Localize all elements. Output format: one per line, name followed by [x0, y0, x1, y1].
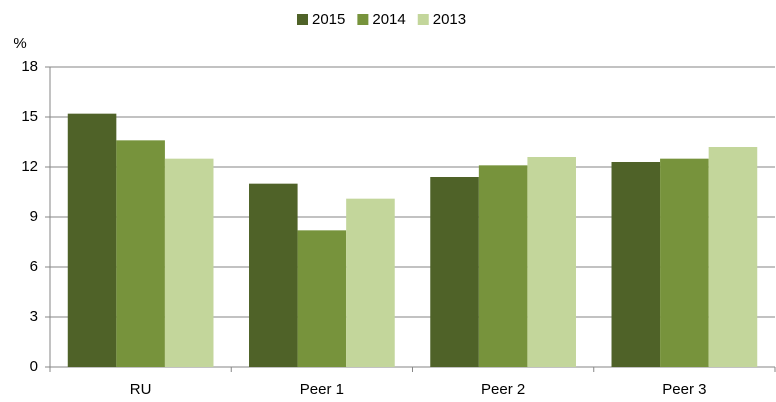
y-tick-label: 18: [21, 58, 38, 75]
bar: [116, 140, 165, 367]
x-tick-label: Peer 1: [300, 381, 344, 398]
bar: [164, 158, 214, 367]
bar: [67, 113, 117, 368]
bar: [611, 162, 661, 367]
y-tick-label: 0: [30, 358, 38, 375]
legend-swatch: [417, 14, 429, 25]
y-tick-label: 3: [30, 308, 38, 325]
y-tick-label: 9: [30, 208, 38, 225]
bar: [297, 230, 347, 367]
legend-label: 2013: [433, 11, 466, 28]
x-tick-label: Peer 3: [662, 381, 706, 398]
bar: [478, 165, 528, 367]
bar: [430, 177, 479, 367]
bar: [660, 158, 709, 367]
y-tick-label: 15: [21, 108, 38, 125]
legend-swatch: [357, 14, 369, 25]
bar: [249, 183, 298, 367]
legend-swatch: [297, 14, 308, 25]
bar: [346, 198, 395, 367]
y-axis-label: %: [13, 35, 26, 52]
y-tick-label: 12: [21, 158, 38, 175]
bar: [708, 147, 758, 367]
y-tick-label: 6: [30, 258, 38, 275]
legend-label: 2015: [312, 11, 345, 28]
legend-label: 2014: [372, 11, 405, 28]
x-tick-label: Peer 2: [481, 381, 525, 398]
x-tick-label: RU: [130, 381, 152, 398]
bar: [527, 157, 576, 367]
